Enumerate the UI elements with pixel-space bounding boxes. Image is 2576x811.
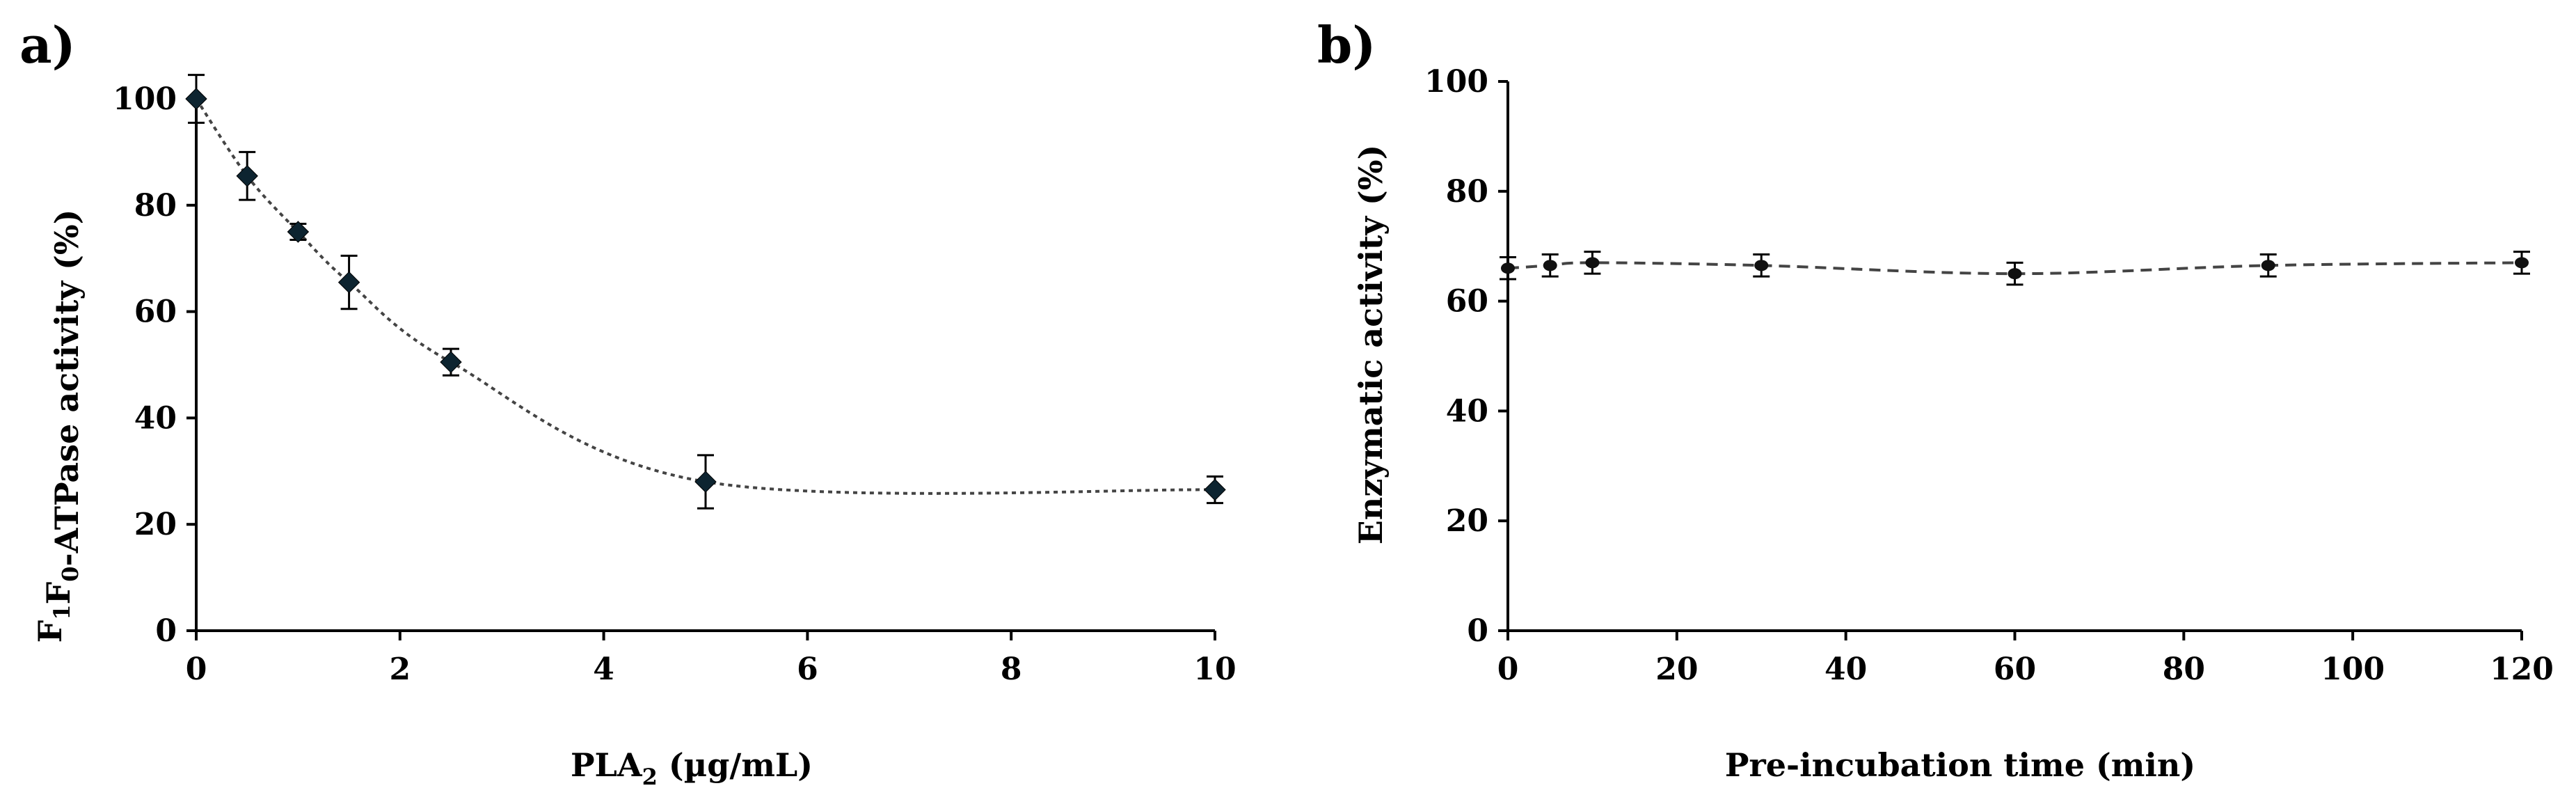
x-axis-label-a: PLA2 (µg/mL) xyxy=(571,746,813,790)
circle-marker xyxy=(2007,268,2022,280)
x-tick-label: 40 xyxy=(1824,652,1867,687)
y-axis-title-b: Enzymatic activity (%) xyxy=(1352,145,1390,545)
data-point xyxy=(2513,251,2530,275)
diamond-marker xyxy=(236,165,258,187)
y-tick-label: 100 xyxy=(113,81,177,117)
data-point xyxy=(694,454,717,510)
panel-label-a: a) xyxy=(19,15,76,74)
x-tick-label: 4 xyxy=(593,652,614,687)
y-tick-label: 40 xyxy=(1446,393,1488,429)
y-axis-label-a-part: F xyxy=(31,620,69,643)
y-axis-label-b: Enzymatic activity (%) xyxy=(1352,145,1390,545)
trend-line-b xyxy=(1507,261,2522,276)
data-marks-a xyxy=(185,74,1226,510)
diamond-marker xyxy=(1204,478,1226,501)
data-point xyxy=(1500,255,1516,281)
chart-b: b) Enzymatic activity (%) 0 20 40 60 80 100 0… xyxy=(1317,15,2554,784)
x-tick-label: 6 xyxy=(797,652,818,687)
y-tick-label: 20 xyxy=(1446,503,1488,539)
data-marks-b xyxy=(1500,251,2530,286)
circle-marker xyxy=(2261,260,2275,271)
x-tick-label: 60 xyxy=(1994,652,2036,687)
y-tick-label: 100 xyxy=(1424,64,1488,100)
y-tick-label: 60 xyxy=(1446,284,1488,320)
diamond-marker xyxy=(287,221,310,243)
x-axis-a: 0 2 4 6 8 10 xyxy=(186,629,1237,687)
x-tick-label: 20 xyxy=(1655,652,1698,687)
x-tick-label: 0 xyxy=(186,652,207,687)
x-tick-label: 8 xyxy=(1001,652,1022,687)
x-tick-label: 120 xyxy=(2490,652,2554,687)
data-point xyxy=(337,254,360,310)
chart-a: a) F1F0-ATPase activity (%) 020406080100… xyxy=(19,15,1237,790)
x-axis-label-b: Pre-incubation time (min) xyxy=(1725,746,2195,784)
circle-marker xyxy=(1543,260,1557,271)
y-tick-label: 80 xyxy=(1446,174,1488,210)
y-tick-label: 20 xyxy=(134,507,177,542)
diamond-marker xyxy=(694,471,717,493)
y-tick-label: 0 xyxy=(155,613,177,649)
x-tick-label: 10 xyxy=(1193,652,1236,687)
x-tick-label: 2 xyxy=(389,652,411,687)
data-point xyxy=(1541,253,1559,278)
data-point xyxy=(2006,261,2024,286)
data-point xyxy=(287,221,310,243)
data-point xyxy=(2259,253,2277,278)
y-axis-label-a-part: F xyxy=(40,581,77,604)
x-axis-b: 0 20 40 60 80 100 120 xyxy=(1497,629,2554,687)
x-tick-label: 0 xyxy=(1497,652,1519,687)
data-point xyxy=(1584,251,1601,275)
y-axis-label-a-part: -ATPase activity (%) xyxy=(48,210,86,567)
data-point xyxy=(236,150,258,201)
diamond-marker xyxy=(440,351,462,373)
diamond-marker xyxy=(185,88,207,110)
y-tick-label: 0 xyxy=(1467,613,1488,649)
circle-marker xyxy=(1501,262,1515,274)
x-axis-label-a-rest: (µg/mL) xyxy=(658,746,813,784)
data-point xyxy=(185,74,207,124)
y-axis-title-a: F1F0-ATPase activity (%) xyxy=(31,210,86,643)
y-axis-label-a-sub: 0 xyxy=(57,566,84,581)
data-point xyxy=(1753,253,1770,278)
data-point xyxy=(440,347,462,377)
y-tick-label: 80 xyxy=(134,188,177,223)
x-axis-label-a-main: PLA xyxy=(571,746,643,784)
diamond-marker xyxy=(337,271,360,294)
x-tick-label: 100 xyxy=(2321,652,2385,687)
circle-marker xyxy=(1754,260,1769,271)
y-axis-b: 0 20 40 60 80 100 xyxy=(1424,64,1509,649)
circle-marker xyxy=(2515,257,2529,269)
x-axis-label-a-sub: 2 xyxy=(642,764,658,790)
y-axis-label-a: F1F0-ATPase activity (%) xyxy=(31,210,86,643)
y-axis-a: 0 20 40 60 80 100 xyxy=(113,81,198,649)
y-tick-label: 40 xyxy=(134,400,177,436)
data-point xyxy=(1204,475,1226,505)
x-tick-label: 80 xyxy=(2163,652,2205,687)
circle-marker xyxy=(1585,257,1600,269)
panel-label-b: b) xyxy=(1317,15,1376,74)
y-tick-label: 60 xyxy=(134,294,177,330)
y-axis-label-a-sub: 1 xyxy=(49,604,75,620)
